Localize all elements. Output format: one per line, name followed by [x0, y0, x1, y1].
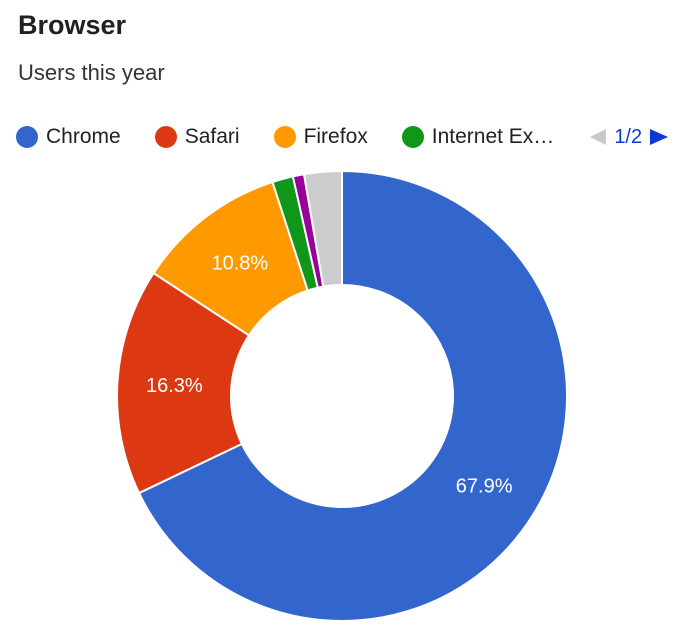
slice-data-label: 67.9% [456, 476, 513, 498]
chart-title: Browser [18, 10, 127, 40]
legend-swatch-chrome [16, 126, 38, 148]
legend-item-chrome[interactable]: Chrome [16, 125, 121, 149]
legend: Chrome Safari Firefox Internet Ex… 1/2 [16, 122, 670, 152]
slice-data-label: 10.8% [212, 253, 269, 275]
donut-chart: 67.9% 16.3% 10.8% [116, 169, 568, 622]
legend-label-internet-explorer: Internet Ex… [431, 125, 555, 148]
donut-slice-safari[interactable] [116, 271, 251, 495]
legend-page-indicator: 1/2 [614, 125, 643, 148]
legend-item-firefox[interactable]: Firefox [273, 125, 368, 149]
legend-item-internet-explorer[interactable]: Internet Ex… [401, 125, 555, 149]
legend-swatch-internet-explorer [401, 126, 424, 148]
legend-label-firefox: Firefox [303, 125, 368, 148]
legend-label-safari: Safari [184, 125, 240, 148]
legend-pager: 1/2 [588, 126, 670, 149]
legend-item-safari[interactable]: Safari [154, 125, 240, 149]
legend-swatch-firefox [273, 126, 296, 148]
legend-next-page-icon[interactable] [648, 127, 670, 147]
chart-subtitle: Users this year [18, 60, 165, 85]
slice-data-label: 16.3% [146, 375, 203, 397]
legend-prev-page-icon[interactable] [588, 127, 608, 147]
legend-swatch-safari [154, 126, 177, 148]
donut-slice-5[interactable] [302, 169, 343, 288]
donut-slice-chrome[interactable] [137, 169, 568, 622]
legend-label-chrome: Chrome [46, 125, 121, 148]
